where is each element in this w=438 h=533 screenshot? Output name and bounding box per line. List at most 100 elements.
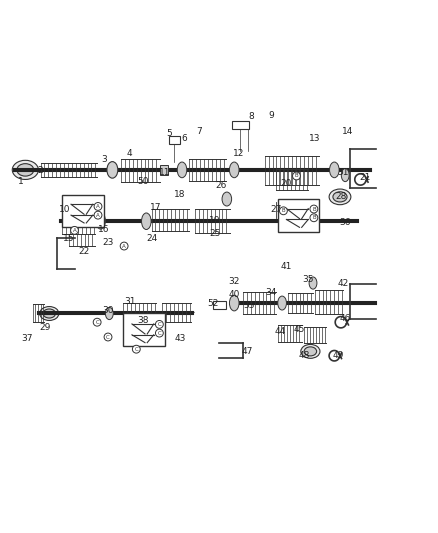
Circle shape [310,205,318,213]
Text: 18: 18 [174,190,186,199]
Ellipse shape [341,168,349,182]
Text: 3: 3 [101,156,106,164]
Ellipse shape [329,189,351,205]
Text: 47: 47 [242,347,253,356]
Text: A: A [96,204,100,209]
Ellipse shape [222,192,232,206]
Text: 23: 23 [102,238,114,247]
Text: 17: 17 [150,203,162,212]
Text: 11: 11 [159,167,170,176]
Circle shape [279,207,287,215]
Text: 10: 10 [59,205,70,214]
Ellipse shape [43,309,56,318]
Ellipse shape [333,192,347,202]
Circle shape [132,345,140,353]
Text: C: C [134,346,138,352]
Bar [62,195,104,228]
Text: 50: 50 [137,177,148,186]
Ellipse shape [17,164,34,176]
Bar [213,301,226,309]
Ellipse shape [309,277,317,289]
Bar [169,136,180,144]
Text: 34: 34 [265,288,277,297]
Text: 7: 7 [197,127,202,136]
Text: 1: 1 [18,177,24,186]
Text: 4: 4 [127,149,133,158]
Ellipse shape [329,162,339,177]
Circle shape [155,329,163,337]
Text: 9: 9 [268,110,274,119]
Text: 6: 6 [181,134,187,143]
Ellipse shape [230,162,239,177]
Text: 13: 13 [309,134,321,143]
Circle shape [155,320,163,328]
Text: 15: 15 [63,233,74,243]
Ellipse shape [12,160,39,180]
Text: 21: 21 [359,173,371,182]
Text: 43: 43 [174,334,186,343]
Ellipse shape [301,344,320,358]
Text: 36: 36 [339,219,351,228]
Text: 37: 37 [22,334,33,343]
Ellipse shape [304,347,317,356]
Bar [160,165,168,175]
Text: 8: 8 [249,112,254,121]
Text: B: B [312,207,316,212]
Bar [232,120,249,130]
Ellipse shape [40,306,59,320]
Text: 22: 22 [78,247,90,256]
Text: 26: 26 [215,181,227,190]
Text: B: B [282,208,285,213]
Text: 29: 29 [39,323,51,332]
Circle shape [120,242,128,250]
Text: 33: 33 [244,301,255,310]
Text: 14: 14 [342,127,353,136]
Text: 16: 16 [98,225,110,234]
Text: 51: 51 [337,168,349,177]
Ellipse shape [278,296,286,310]
Ellipse shape [96,213,106,229]
Text: 5: 5 [166,130,172,138]
Text: 48: 48 [298,351,310,360]
Text: C: C [158,322,161,327]
Text: 49: 49 [333,351,344,360]
Ellipse shape [106,308,113,320]
Text: 30: 30 [102,305,114,314]
Text: 32: 32 [229,277,240,286]
Text: 12: 12 [233,149,244,158]
Ellipse shape [230,295,239,311]
Text: 28: 28 [335,192,346,201]
Text: C: C [95,320,99,325]
Text: 31: 31 [124,297,135,306]
Text: 38: 38 [137,317,148,326]
Text: 20: 20 [281,179,292,188]
Text: B: B [295,173,298,179]
Text: C: C [158,330,161,336]
Circle shape [94,203,102,211]
Ellipse shape [107,161,118,178]
Bar [123,313,165,346]
Text: 25: 25 [209,229,220,238]
Text: 46: 46 [339,314,351,323]
Text: C: C [106,335,110,340]
Ellipse shape [141,213,151,230]
Ellipse shape [177,162,187,177]
Circle shape [310,214,318,222]
Text: 19: 19 [209,216,220,225]
Text: 2: 2 [38,166,43,175]
Circle shape [104,333,112,341]
Text: B: B [312,215,316,220]
Text: 41: 41 [281,262,292,271]
Text: 52: 52 [207,299,218,308]
Text: 42: 42 [337,279,349,288]
Text: 35: 35 [303,275,314,284]
Circle shape [94,211,102,219]
Bar [278,199,319,232]
Text: 24: 24 [146,233,157,243]
Circle shape [293,172,300,180]
Circle shape [71,227,78,235]
Text: A: A [96,213,100,217]
Text: A: A [73,228,76,233]
Text: A: A [122,244,126,248]
Text: 27: 27 [270,205,281,214]
